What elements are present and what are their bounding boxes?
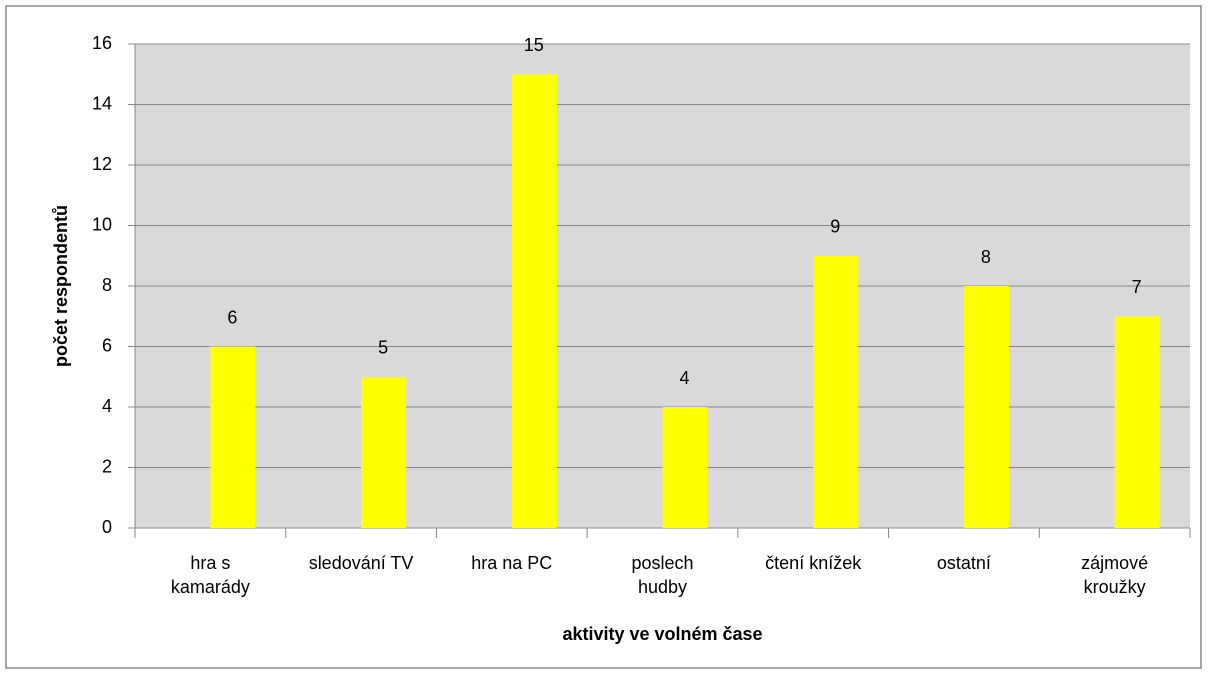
- bar: [662, 407, 708, 528]
- x-axis-title: aktivity ve volném čase: [562, 624, 763, 644]
- y-tick-label: 2: [102, 456, 112, 476]
- data-label: 7: [1132, 277, 1142, 297]
- bar: [1114, 316, 1160, 528]
- data-label: 4: [679, 368, 689, 388]
- data-label: 9: [830, 217, 840, 237]
- data-label: 15: [524, 35, 544, 55]
- data-label: 5: [378, 338, 388, 358]
- bar: [813, 255, 859, 528]
- x-tick-label: poslech hudby: [631, 553, 694, 597]
- x-tick-label: zájmové kroužky: [1081, 553, 1149, 597]
- y-tick-label: 16: [92, 33, 112, 53]
- data-label: 8: [981, 247, 991, 267]
- bar: [963, 286, 1009, 528]
- x-tick-label: čtení knížek: [765, 553, 862, 573]
- x-tick-label: ostatní: [936, 553, 991, 573]
- y-tick-label: 14: [92, 93, 112, 113]
- bar: [210, 346, 256, 528]
- y-axis-title: počet respondentů: [51, 205, 71, 367]
- x-tick-label: sledování TV: [308, 553, 414, 573]
- y-tick-label: 10: [92, 214, 112, 234]
- y-tick-label: 12: [92, 154, 112, 174]
- y-tick-label: 6: [102, 335, 112, 355]
- y-tick-label: 0: [102, 517, 112, 537]
- x-tick-label: hra s kamarády: [170, 553, 250, 597]
- y-tick-label: 4: [102, 396, 112, 416]
- y-tick-label: 8: [102, 275, 112, 295]
- x-tick-label: hra na PC: [471, 553, 553, 573]
- data-label: 6: [227, 307, 237, 327]
- bar: [361, 376, 407, 528]
- bar: [511, 74, 557, 528]
